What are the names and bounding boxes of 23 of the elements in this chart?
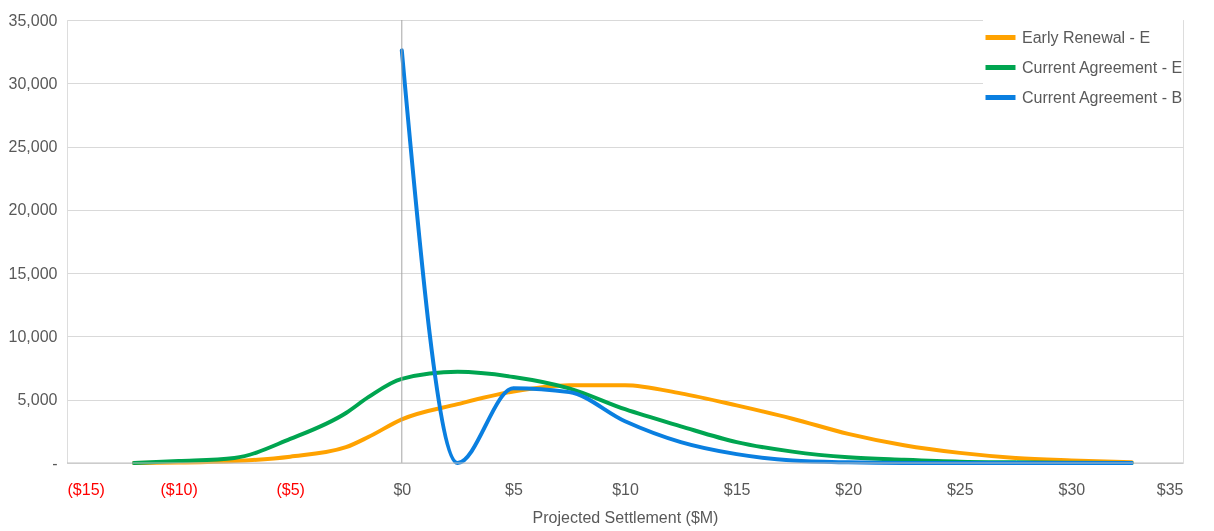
y-tick-label: 35,000 (8, 11, 58, 29)
y-tick-label: 25,000 (8, 138, 58, 156)
x-tick-label: $0 (393, 480, 412, 498)
x-tick-label: $10 (612, 480, 639, 498)
legend-label: Current Agreement - B (1022, 88, 1183, 106)
x-tick-label: ($15) (67, 480, 105, 498)
x-tick-label: ($10) (160, 480, 198, 498)
x-tick-label: $15 (723, 480, 751, 498)
y-tick-label: 10,000 (8, 327, 58, 345)
x-tick-label: $25 (946, 480, 974, 498)
x-tick-label: $5 (505, 480, 523, 498)
y-tick-label: 20,000 (8, 201, 58, 219)
y-tick-label: - (52, 454, 58, 472)
x-tick-label: $20 (835, 480, 863, 498)
legend-label: Early Renewal - E (1022, 28, 1151, 46)
x-tick-label: $35 (1156, 480, 1184, 498)
x-tick-label: $30 (1058, 480, 1086, 498)
legend-label: Current Agreement - E (1022, 58, 1183, 76)
x-tick-label: ($5) (276, 480, 305, 498)
y-tick-label: 30,000 (8, 74, 58, 92)
x-axis-title: Projected Settlement ($M) (532, 508, 719, 526)
y-tick-label: 15,000 (8, 264, 58, 282)
y-tick-label: 5,000 (17, 391, 58, 409)
